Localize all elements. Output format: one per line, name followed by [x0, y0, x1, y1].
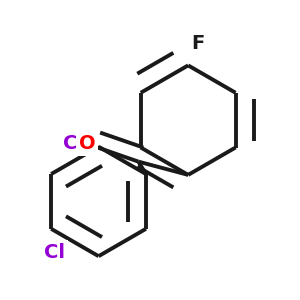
Text: Cl: Cl — [63, 134, 84, 153]
Text: Cl: Cl — [44, 242, 65, 262]
Text: F: F — [191, 34, 205, 53]
Text: O: O — [79, 134, 95, 153]
